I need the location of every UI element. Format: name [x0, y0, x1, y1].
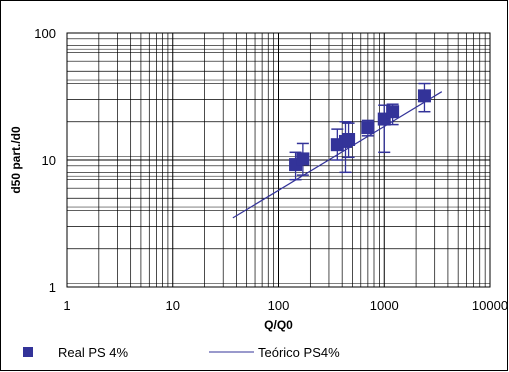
x-axis-ticks: 1 10 100 1000 10000	[63, 298, 508, 313]
data-point	[296, 142, 310, 176]
grid	[66, 33, 490, 288]
y-axis-title: d50 part./d0	[9, 126, 23, 194]
x-axis-title: Q/Q0	[264, 318, 293, 332]
y-tick-label: 10	[42, 153, 56, 168]
data-point	[386, 103, 400, 126]
legend: Real PS 4% Teórico PS4%	[23, 345, 340, 360]
legend-marker-real	[23, 347, 33, 357]
plot-area	[66, 32, 491, 288]
x-tick-label: 1000	[370, 298, 399, 313]
x-tick-label: 10	[166, 298, 180, 313]
point-marker	[342, 133, 356, 147]
x-tick-label: 1	[63, 298, 70, 313]
y-axis-ticks: 1 10 100	[34, 26, 56, 295]
data-point	[361, 119, 375, 137]
x-tick-label: 10000	[472, 298, 508, 313]
series-real	[289, 82, 431, 181]
point-marker	[296, 152, 310, 166]
legend-label-teorico: Teórico PS4%	[258, 345, 340, 360]
data-point	[417, 82, 431, 113]
point-marker	[386, 105, 400, 119]
data-point	[342, 122, 356, 159]
y-tick-label: 100	[34, 26, 56, 41]
legend-label-real: Real PS 4%	[58, 345, 129, 360]
point-marker	[361, 121, 375, 135]
y-tick-label: 1	[49, 280, 56, 295]
x-tick-label: 100	[268, 298, 290, 313]
point-marker	[417, 89, 431, 103]
